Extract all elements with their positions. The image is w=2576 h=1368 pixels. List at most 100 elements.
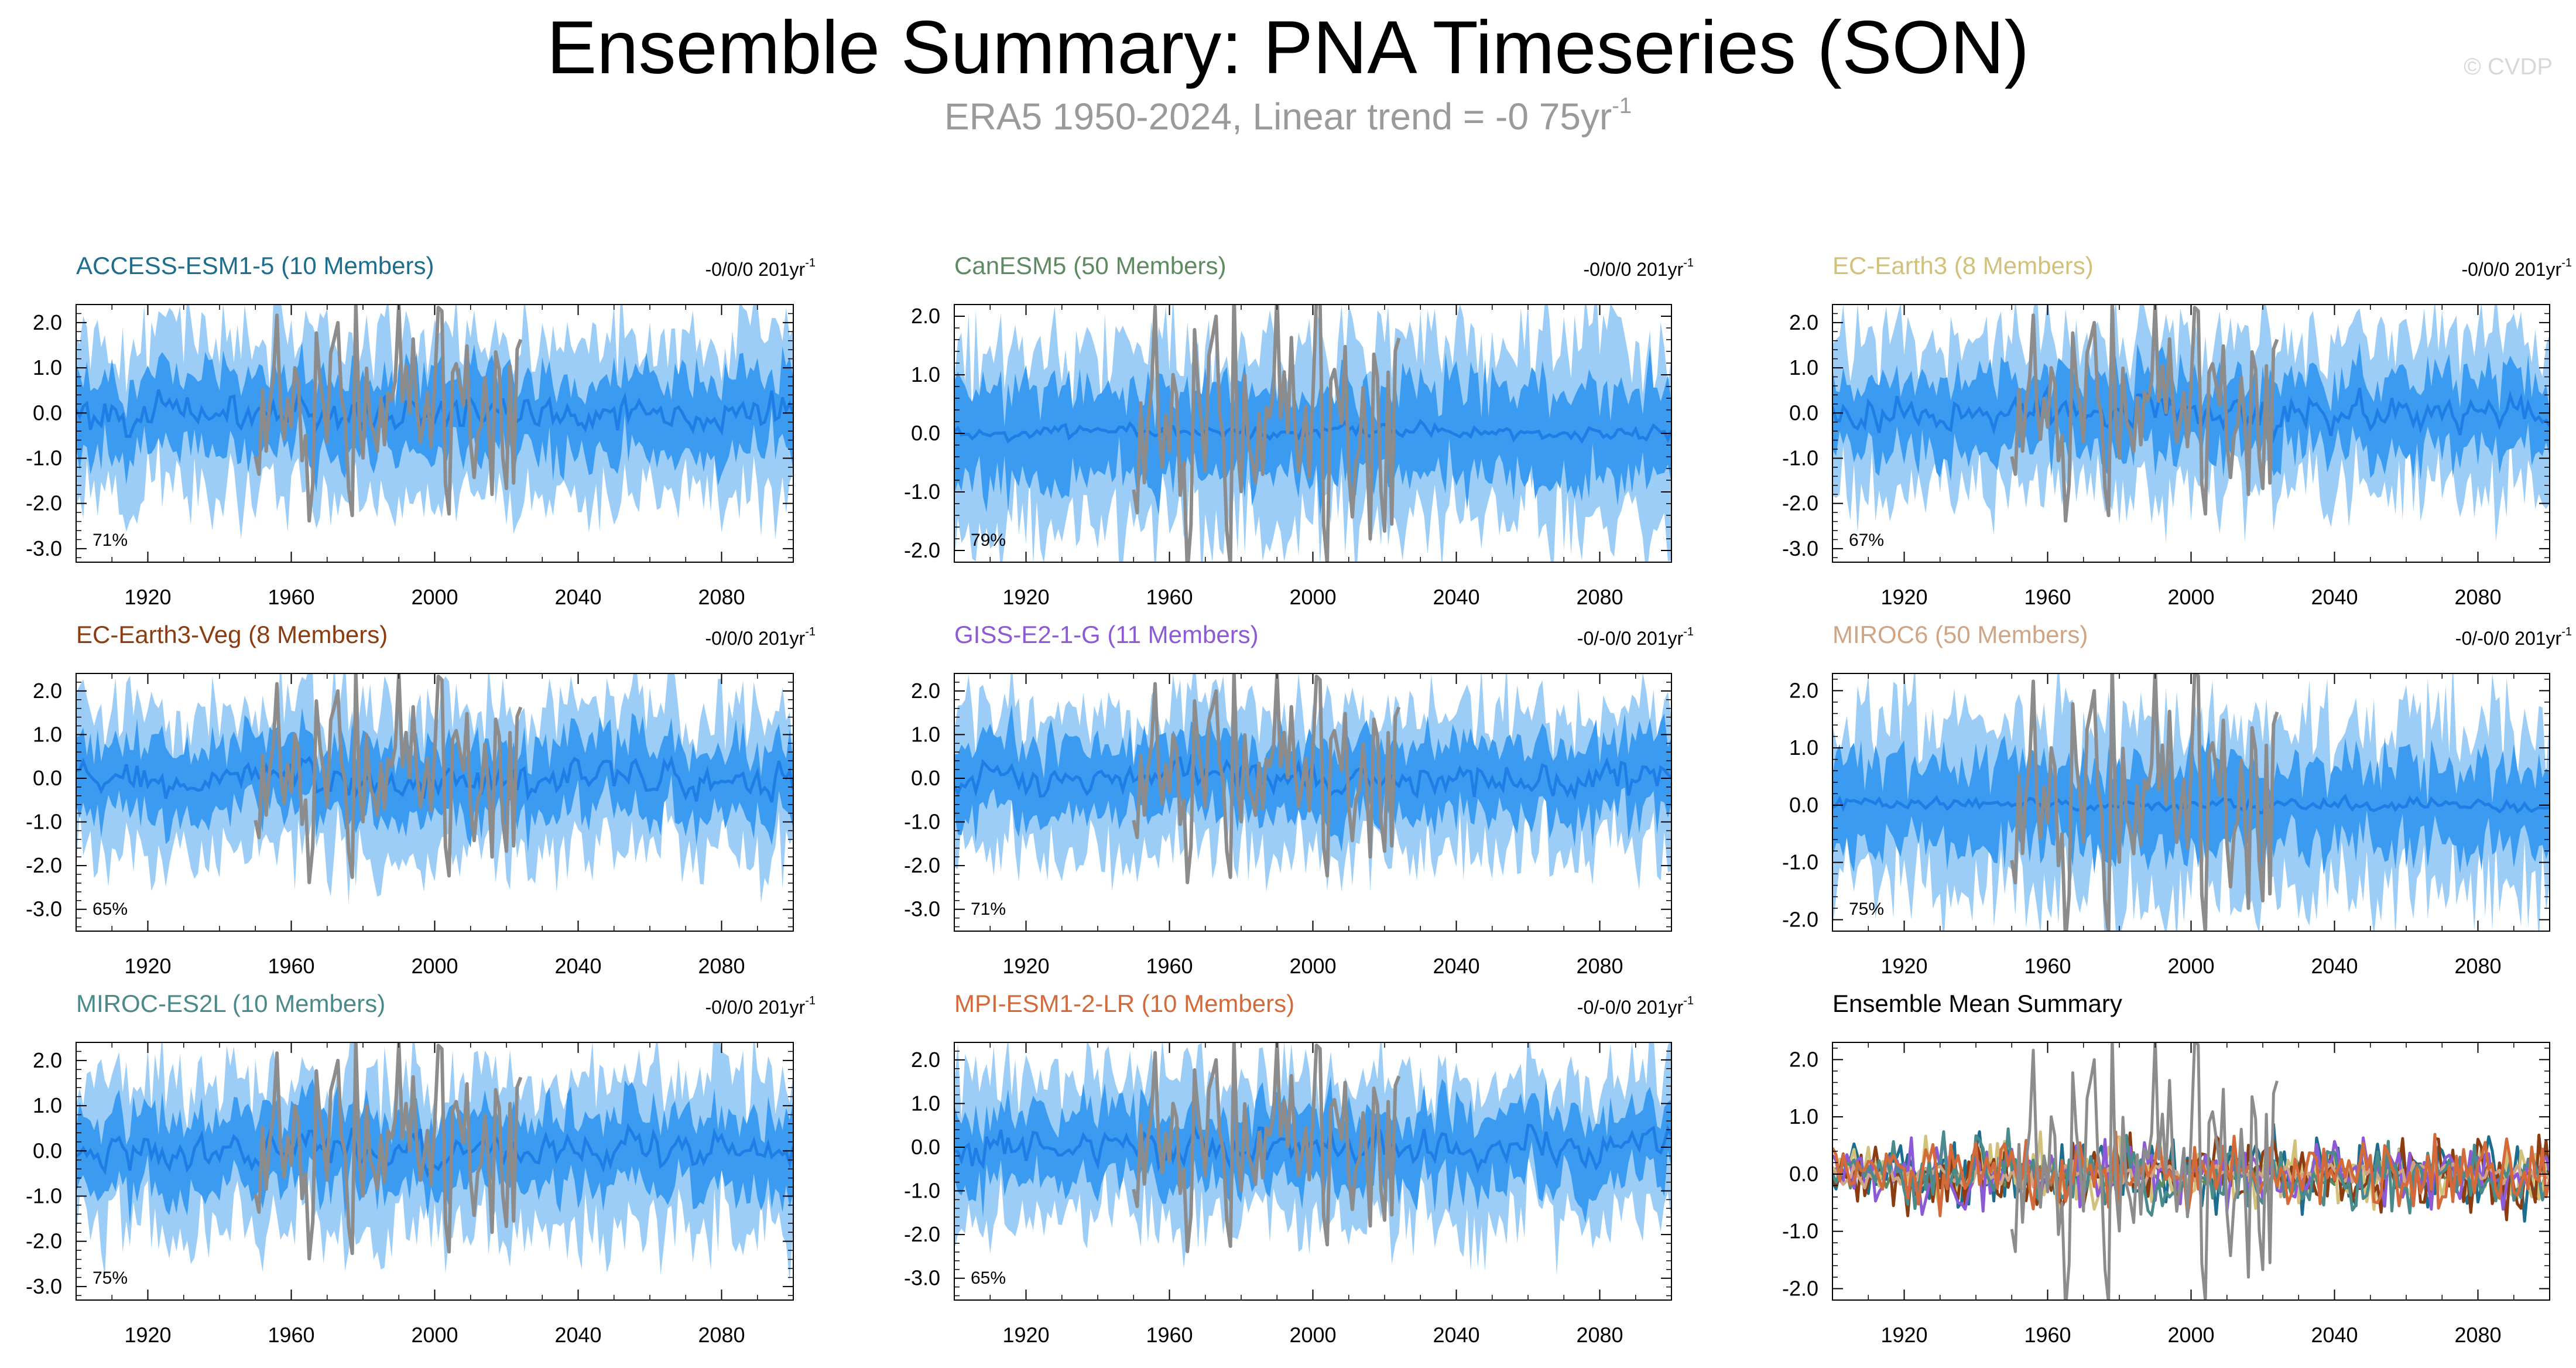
trend-label-superscript: -1 (2561, 256, 2572, 269)
x-tick-label: 2000 (1289, 954, 1336, 978)
plot-marks (76, 1042, 793, 1282)
chart-svg: 75% -3.0 -2.0 -1.0 0.0 1.0 2.0 1920 1960 2000 2040… (26, 1042, 794, 1347)
trend-label-text: -0/0/0 201yr (705, 997, 806, 1018)
x-tick-label: 2040 (2311, 954, 2358, 978)
percent-label: 67% (1849, 531, 1884, 550)
x-tick-label: 1960 (268, 1323, 314, 1347)
observed-line (1132, 305, 1401, 562)
x-tick-label: 1920 (124, 954, 171, 978)
chart-svg: 67% -3.0 -2.0 -1.0 0.0 1.0 2.0 1920 1960 2000 2040… (1782, 304, 2550, 609)
x-tick-label: 2040 (1433, 585, 1479, 609)
y-tick-label: -1.0 (26, 810, 62, 834)
x-tick-label: 2080 (698, 585, 745, 609)
x-tick-label: 2080 (698, 1323, 745, 1347)
watermark: © CVDP (2464, 54, 2553, 80)
y-tick-label: -1.0 (904, 810, 940, 834)
plot-area: -2.0 -1.0 0.0 1.0 2.0 1920 1960 2000 2040 2080 (1782, 1042, 2550, 1347)
x-tick-label: 2080 (1576, 1323, 1623, 1347)
trend-label: -0/-0/0 201yr-1 (2455, 625, 2572, 649)
percent-label: 71% (971, 900, 1006, 919)
y-tick-label: -2.0 (26, 853, 62, 877)
y-tick-label: -2.0 (1782, 907, 1818, 931)
trend-label-superscript: -1 (805, 625, 816, 638)
panel-title: EC-Earth3 (8 Members) (1832, 252, 2094, 279)
x-tick-label: 2080 (2454, 954, 2501, 978)
plot-marks (954, 305, 1671, 562)
observed-line (254, 673, 523, 884)
chart-panel: EC-Earth3-Veg (8 Members) -0/0/0 201yr-1 6… (26, 621, 816, 984)
plot-marks (76, 305, 793, 539)
y-tick-label: -2.0 (1782, 491, 1818, 515)
ensemble-mean-line (76, 389, 793, 438)
x-tick-label: 1960 (2024, 954, 2071, 978)
percent-label: 65% (93, 900, 128, 919)
plot-area: 75% -2.0 -1.0 0.0 1.0 2.0 1920 1960 2000 2040 2080 (1782, 673, 2550, 978)
plot-area: 65% -3.0 -2.0 -1.0 0.0 1.0 2.0 1920 1960 2000 2040… (26, 673, 794, 978)
x-tick-label: 1960 (2024, 585, 2071, 609)
chart-svg: 71% -3.0 -2.0 -1.0 0.0 1.0 2.0 1920 1960 2000 2040… (26, 304, 794, 609)
chart-panel: EC-Earth3 (8 Members) -0/0/0 201yr-1 67% -3… (1782, 252, 2572, 615)
x-tick-label: 1960 (2024, 1323, 2071, 1347)
y-tick-label: -3.0 (904, 1266, 940, 1290)
y-tick-label: 1.0 (1789, 355, 1818, 379)
x-tick-label: 1920 (1002, 1323, 1049, 1347)
x-tick-label: 2080 (2454, 585, 2501, 609)
panel-title: MIROC-ES2L (10 Members) (76, 990, 386, 1017)
y-tick-label: 1.0 (33, 722, 62, 746)
y-tick-label: 0.0 (1789, 1162, 1818, 1186)
y-tick-label: -2.0 (1782, 1276, 1818, 1300)
panel-title: CanESM5 (50 Members) (954, 252, 1227, 279)
x-tick-label: 2080 (1576, 954, 1623, 978)
x-tick-label: 2040 (554, 585, 601, 609)
y-tick-label: -2.0 (904, 538, 940, 562)
x-tick-label: 1920 (1002, 954, 1049, 978)
x-tick-label: 1960 (1146, 954, 1193, 978)
trend-label-text: -0/-0/0 201yr (2455, 628, 2562, 649)
panel-title: MIROC6 (50 Members) (1832, 621, 2088, 648)
trend-label: -0/-0/0 201yr-1 (1577, 994, 1694, 1018)
y-tick-label: 0.0 (911, 766, 940, 790)
plot-marks (76, 673, 793, 905)
y-tick-label: -1.0 (1782, 1219, 1818, 1243)
trend-label: -0/-0/0 201yr-1 (1577, 625, 1694, 649)
inner-spread-band (954, 1076, 1671, 1223)
percent-label: 75% (1849, 900, 1884, 919)
y-tick-label: 0.0 (33, 1138, 62, 1162)
chart-panel: MIROC6 (50 Members) -0/-0/0 201yr-1 75% -2.… (1782, 621, 2572, 984)
chart-svg: 65% -3.0 -2.0 -1.0 0.0 1.0 2.0 1920 1960 2000 2040… (904, 1042, 1672, 1347)
y-tick-label: 2.0 (911, 679, 940, 703)
y-tick-label: -1.0 (904, 1179, 940, 1203)
y-tick-label: 0.0 (1789, 793, 1818, 817)
y-tick-label: -3.0 (904, 897, 940, 921)
trend-label-superscript: -1 (805, 256, 816, 269)
trend-label: -0/0/0 201yr-1 (705, 994, 816, 1018)
y-tick-label: 0.0 (911, 1135, 940, 1159)
trend-label-text: -0/0/0 201yr (705, 259, 806, 280)
chart-panel: MIROC-ES2L (10 Members) -0/0/0 201yr-1 75%… (26, 990, 816, 1353)
trend-label-superscript: -1 (2561, 625, 2572, 638)
y-tick-label: -3.0 (26, 1274, 62, 1298)
x-tick-label: 2000 (1289, 1323, 1336, 1347)
plot-area: 79% -2.0 -1.0 0.0 1.0 2.0 1920 1960 2000 2040 2080 (904, 304, 1672, 609)
x-tick-label: 1920 (1880, 954, 1927, 978)
chart-panel: CanESM5 (50 Members) -0/0/0 201yr-1 79% -2.… (904, 252, 1694, 615)
x-tick-label: 2040 (554, 1323, 601, 1347)
ensemble-mean-line (76, 1123, 793, 1178)
percent-label: 79% (971, 531, 1006, 550)
subtitle-superscript: -1 (1612, 94, 1632, 118)
trend-label-superscript: -1 (1683, 994, 1694, 1007)
x-tick-label: 2080 (2454, 1323, 2501, 1347)
y-tick-label: -2.0 (26, 491, 62, 515)
y-tick-label: 0.0 (911, 421, 940, 445)
y-tick-label: 2.0 (1789, 310, 1818, 334)
plot-marks (954, 1042, 1671, 1276)
x-tick-label: 2040 (2311, 585, 2358, 609)
x-tick-label: 2040 (1433, 1323, 1479, 1347)
x-tick-label: 1920 (1880, 585, 1927, 609)
observed-line (254, 1042, 523, 1261)
trend-label-superscript: -1 (805, 994, 816, 1007)
trend-label-superscript: -1 (1683, 256, 1694, 269)
chart-svg: 75% -2.0 -1.0 0.0 1.0 2.0 1920 1960 2000 2040 2080 (1782, 673, 2550, 978)
y-tick-label: 2.0 (911, 1048, 940, 1072)
y-tick-label: 0.0 (33, 401, 62, 425)
